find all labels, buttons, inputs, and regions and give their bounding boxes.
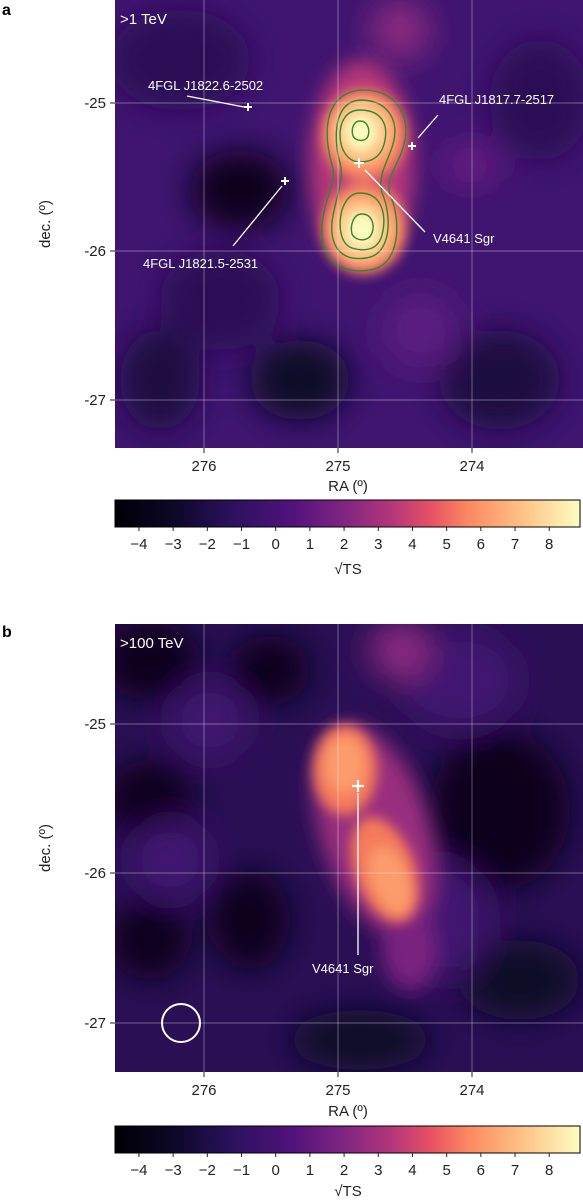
label-v4641-b: V4641 Sgr — [312, 961, 374, 976]
colorbar-tick-label: −3 — [165, 536, 182, 553]
colorbar-tick-label: 5 — [442, 1162, 450, 1179]
panel-b-ticks — [110, 723, 473, 1077]
panel-b-xtick: 275 — [325, 1082, 350, 1099]
panel-b-ytick: -27 — [84, 1015, 106, 1032]
label-4fgl-j1822: 4FGL J1822.6-2502 — [148, 78, 263, 93]
panel-b-colorbar: −4 −3 −2 −1 0 1 2 3 4 5 6 7 8 √TS — [114, 1125, 581, 1200]
panel-a-xtick: 274 — [459, 458, 484, 475]
panel-a-ytick: -26 — [84, 243, 106, 260]
label-v4641-a: V4641 Sgr — [433, 231, 495, 246]
panel-a-annotation-lines — [186, 95, 439, 247]
panel-a-xtick: 275 — [325, 458, 350, 475]
colorbar-tick-label: 4 — [408, 536, 416, 553]
colorbar-tick-label: −4 — [130, 536, 147, 553]
colorbar-tick-label: −3 — [165, 1162, 182, 1179]
panel-a-grid — [115, 0, 583, 448]
panel-b-xtick: 276 — [191, 1082, 216, 1099]
panel-b-letter: b — [2, 624, 12, 641]
panel-b-xtick: 274 — [459, 1082, 484, 1099]
colorbar-tick-label: 1 — [306, 536, 314, 553]
panel-a-ytick: -27 — [84, 392, 106, 409]
panel-a-xlabel: RA (º) — [328, 478, 368, 495]
colorbar-tick-label: 7 — [511, 1162, 519, 1179]
colorbar-tick-label: 0 — [272, 1162, 280, 1179]
colorbar-tick-label: 5 — [442, 536, 450, 553]
colorbar-tick-label: 4 — [408, 1162, 416, 1179]
colorbar-tick-label: 3 — [374, 1162, 382, 1179]
panel-a-colorbar-label: √TS — [334, 561, 361, 578]
psf-circle — [161, 1003, 201, 1043]
panel-a-colorbar: −4 −3 −2 −1 0 1 2 3 4 5 6 7 8 √TS — [114, 499, 581, 578]
colorbar-tick-label: 7 — [511, 536, 519, 553]
panel-a-energy-label: >1 TeV — [120, 11, 167, 28]
colorbar-tick-label: 2 — [340, 1162, 348, 1179]
colorbar-tick-label: 3 — [374, 536, 382, 553]
label-4fgl-j1821: 4FGL J1821.5-2531 — [143, 256, 258, 271]
marker-4fgl-j1821 — [281, 177, 289, 185]
panel-a-ylabel: dec. (º) — [37, 200, 54, 248]
marker-4fgl-j1817 — [408, 142, 416, 150]
panel-a-xtick: 276 — [191, 458, 216, 475]
panel-b-colorbar-label: √TS — [334, 1183, 361, 1200]
label-4fgl-j1817: 4FGL J1817.7-2517 — [439, 92, 554, 107]
colorbar-tick-label: 6 — [477, 536, 485, 553]
panel-a-contours — [321, 89, 407, 272]
colorbar-tick-label: −2 — [199, 1162, 216, 1179]
colorbar-tick-label: −4 — [130, 1162, 147, 1179]
panel-b-heatmap: >100 TeV V4641 Sgr — [115, 624, 583, 1072]
colorbar-tick-label: −2 — [199, 536, 216, 553]
panel-b-ytick: -26 — [84, 865, 106, 882]
marker-v4641-b — [352, 780, 364, 792]
colorbar-tick-label: −1 — [233, 536, 250, 553]
panel-a-ytick: -25 — [84, 95, 106, 112]
panel-a-letter: a — [2, 2, 11, 19]
panel-a-ticks — [110, 102, 473, 453]
colorbar-tick-label: 6 — [477, 1162, 485, 1179]
colorbar-tick-label: 1 — [306, 1162, 314, 1179]
colorbar-tick-label: 2 — [340, 536, 348, 553]
colorbar-tick-label: 8 — [545, 536, 553, 553]
panel-b-ytick: -25 — [84, 716, 106, 733]
marker-v4641-a — [354, 158, 364, 168]
panel-b-xlabel: RA (º) — [328, 1103, 368, 1120]
panel-b-grid — [115, 624, 583, 1072]
colorbar-tick-label: 0 — [272, 536, 280, 553]
colorbar-tick-label: 8 — [545, 1162, 553, 1179]
colorbar-tick-label: −1 — [233, 1162, 250, 1179]
panel-a-markers — [244, 103, 416, 185]
panel-b-energy-label: >100 TeV — [120, 635, 184, 652]
marker-4fgl-j1822 — [244, 103, 252, 111]
panel-a-heatmap: >1 TeV 4FGL J1822.6-2502 4FGL J1817.7-25… — [115, 0, 583, 448]
panel-b-ylabel: dec. (º) — [37, 824, 54, 872]
